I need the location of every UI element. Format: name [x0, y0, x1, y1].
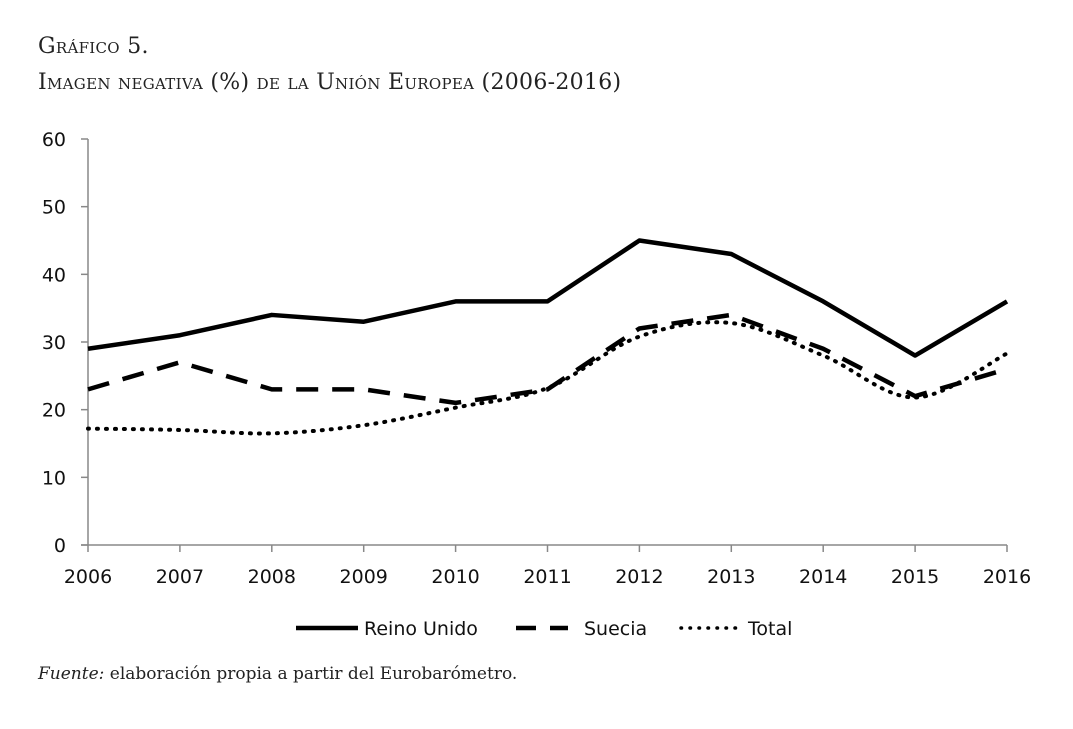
source-note: Fuente: elaboración propia a partir del …: [38, 664, 517, 684]
axes: [81, 139, 1007, 546]
chart-title: Imagen negativa (%) de la Unión Europea …: [38, 70, 622, 95]
series-line-total: [86, 320, 1009, 436]
x-tick-label: 2007: [156, 566, 204, 588]
series-line-suecia: [87, 312, 1008, 406]
series-line-reino-unido: [87, 238, 1009, 358]
x-tick-label: 2009: [340, 566, 388, 588]
y-tick-label: 50: [42, 197, 66, 219]
y-tick-label: 30: [42, 332, 66, 354]
x-tick-label: 2015: [891, 566, 939, 588]
x-axis-ticks: 2006 2007 2008 2009 2010 2011 2012 2013 2014 2015…: [64, 545, 1031, 588]
x-tick-label: 2014: [799, 566, 847, 588]
source-prefix: Fuente:: [38, 664, 105, 684]
source-text: elaboración propia a partir del Eurobaró…: [104, 664, 518, 684]
x-tick-label: 2013: [707, 566, 755, 588]
x-tick-label: 2011: [523, 566, 571, 588]
y-tick-label: 60: [42, 129, 66, 151]
x-tick-label: 2010: [431, 566, 479, 588]
x-tick-label: 2012: [615, 566, 663, 588]
x-tick-label: 2016: [983, 566, 1031, 588]
y-axis-ticks: 0 10 20 30 40 50 60: [42, 129, 88, 557]
figure-label: Gráfico 5.: [38, 34, 149, 59]
y-tick-label: 0: [54, 535, 66, 557]
series-lines: [86, 238, 1009, 436]
y-tick-label: 10: [42, 467, 66, 489]
legend-label: Total: [747, 618, 792, 640]
y-tick-label: 20: [42, 400, 66, 422]
x-tick-label: 2006: [64, 566, 112, 588]
legend-label: Suecia: [584, 618, 647, 640]
x-tick-label: 2008: [248, 566, 296, 588]
y-tick-label: 40: [42, 264, 66, 286]
legend-label: Reino Unido: [364, 618, 478, 640]
legend: Reino Unido Suecia Total: [296, 618, 792, 640]
